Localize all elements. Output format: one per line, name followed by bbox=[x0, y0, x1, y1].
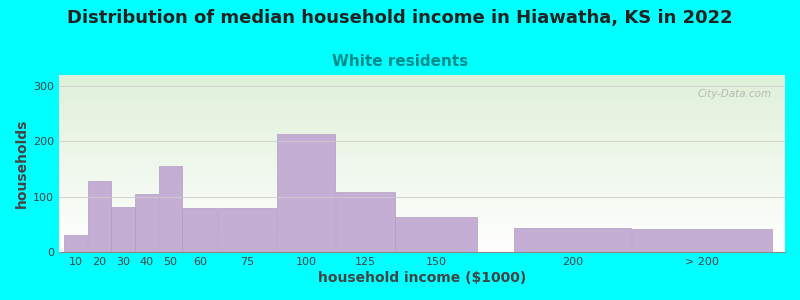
Text: Distribution of median household income in Hiawatha, KS in 2022: Distribution of median household income … bbox=[67, 9, 733, 27]
Bar bbox=[218, 208, 276, 252]
X-axis label: household income ($1000): household income ($1000) bbox=[318, 271, 526, 285]
Bar bbox=[514, 228, 630, 252]
Text: White residents: White residents bbox=[332, 54, 468, 69]
Bar bbox=[632, 229, 773, 252]
Bar bbox=[135, 194, 158, 252]
Bar bbox=[111, 207, 134, 252]
Bar bbox=[88, 181, 111, 252]
Bar bbox=[277, 134, 335, 252]
Y-axis label: households: households bbox=[15, 119, 29, 208]
Bar bbox=[182, 208, 218, 252]
Bar bbox=[158, 166, 182, 252]
Bar bbox=[395, 217, 478, 252]
Bar bbox=[336, 192, 394, 252]
Bar bbox=[64, 236, 87, 252]
Text: City-Data.com: City-Data.com bbox=[698, 89, 772, 99]
